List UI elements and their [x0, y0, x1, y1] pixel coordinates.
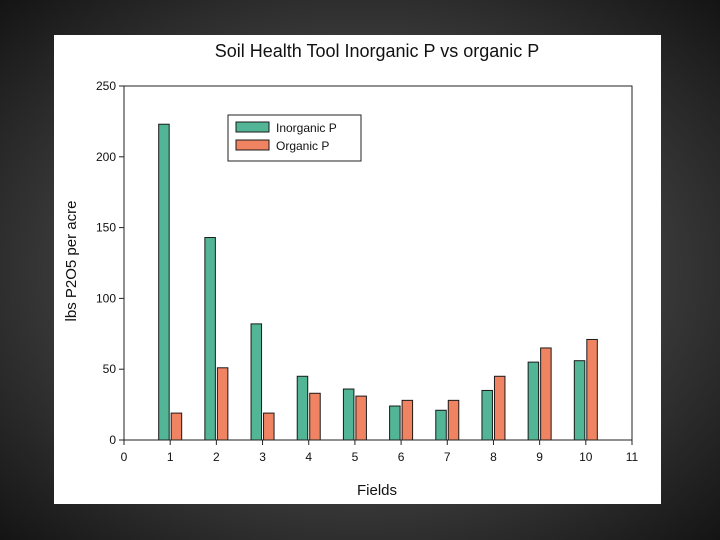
x-tick-label: 10 [579, 450, 593, 464]
x-tick-label: 0 [121, 450, 128, 464]
x-tick-label: 4 [305, 450, 312, 464]
legend: Inorganic P Organic P [227, 114, 362, 162]
organic-p-bar-1 [170, 412, 183, 441]
inorganic-p-bar-10 [573, 360, 586, 441]
x-tick-label: 3 [259, 450, 266, 464]
legend-swatch [235, 139, 270, 151]
x-tick-label: 7 [444, 450, 451, 464]
x-tick-label: 1 [167, 450, 174, 464]
y-tick-label: 50 [103, 362, 117, 376]
organic-p-bar-9 [540, 347, 552, 441]
bar-chart: Soil Health Tool Inorganic P vs organic … [63, 41, 639, 499]
bars-group [158, 123, 598, 441]
inorganic-p-bar-8 [481, 389, 493, 441]
legend-label: Inorganic P [276, 121, 337, 135]
organic-p-bar-3 [263, 412, 275, 441]
organic-p-bar-5 [355, 395, 367, 441]
organic-p-bar-6 [401, 399, 414, 441]
legend-swatch [235, 121, 270, 133]
axis-ticks-group: 0 1 2 3 4 5 6 7 8 9 10 11 0 50 100 150 200 250 [96, 79, 639, 464]
inorganic-p-bar-4 [296, 375, 309, 441]
x-tick-label: 2 [213, 450, 220, 464]
x-tick-label: 9 [536, 450, 543, 464]
y-tick-label: 150 [96, 221, 116, 235]
inorganic-p-bar-6 [389, 405, 401, 441]
x-tick-label: 11 [626, 450, 639, 464]
y-tick-label: 0 [109, 433, 116, 447]
inorganic-p-bar-7 [435, 409, 447, 441]
inorganic-p-bar-1 [158, 123, 170, 441]
inorganic-p-bar-5 [342, 388, 355, 441]
x-axis-label: Fields [357, 482, 397, 499]
y-axis-label: lbs P2O5 per acre [63, 201, 80, 322]
legend-label: Organic P [276, 139, 329, 153]
chart-title: Soil Health Tool Inorganic P vs organic … [215, 41, 540, 61]
plot-area-frame [123, 85, 633, 441]
inorganic-p-bar-3 [250, 323, 263, 441]
organic-p-bar-7 [447, 399, 460, 441]
organic-p-bar-2 [216, 367, 229, 441]
inorganic-p-bar-2 [204, 237, 216, 441]
organic-p-bar-4 [309, 392, 321, 441]
chart-panel: Soil Health Tool Inorganic P vs organic … [54, 35, 661, 504]
x-tick-label: 5 [352, 450, 359, 464]
y-tick-label: 250 [96, 79, 116, 93]
y-tick-label: 100 [96, 291, 116, 305]
x-tick-label: 8 [490, 450, 497, 464]
y-tick-label: 200 [96, 150, 116, 164]
inorganic-p-bar-9 [527, 361, 540, 441]
organic-p-bar-10 [586, 338, 598, 441]
organic-p-bar-8 [493, 375, 506, 441]
x-tick-label: 6 [398, 450, 405, 464]
